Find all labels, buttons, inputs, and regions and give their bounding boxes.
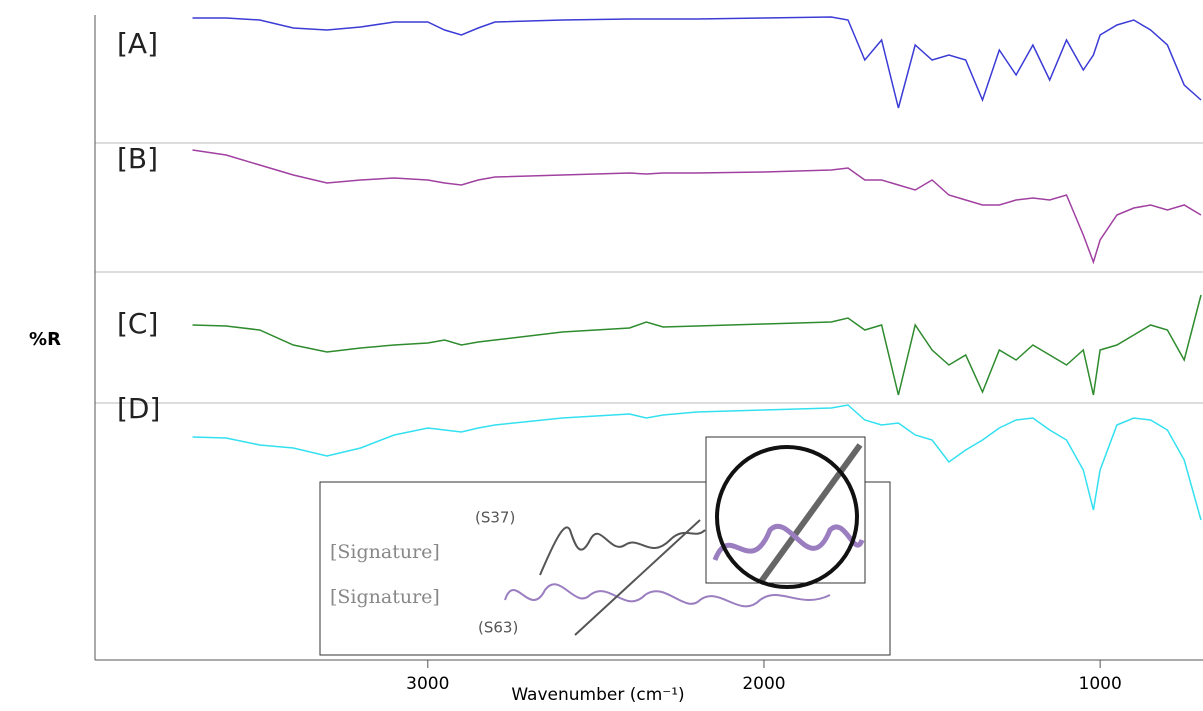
signature-scribble	[504, 583, 831, 608]
spectrum-line	[192, 404, 1202, 521]
spectrum-line	[192, 294, 1202, 396]
signature-inset: (S37) [Signature] [Signature] (S63)	[319, 436, 891, 656]
zoom-stroke	[757, 443, 863, 585]
series-label: [B]	[117, 142, 158, 175]
inset-label: (S63)	[478, 619, 518, 637]
x-tick-label: 1000	[1079, 674, 1122, 694]
inset-label: [Signature]	[330, 586, 440, 608]
y-axis-label: %R	[29, 329, 61, 350]
signature-scribble	[539, 526, 706, 576]
series-label: [A]	[117, 27, 158, 60]
series-label: [D]	[117, 392, 160, 425]
spectrum-line	[192, 149, 1202, 265]
x-axis-label: Wavenumber (cm⁻¹)	[511, 685, 684, 705]
signature-stroke	[574, 519, 701, 636]
spectrum-line	[192, 16, 1202, 109]
x-tick-label: 3000	[406, 674, 449, 694]
inset-label: (S37)	[475, 509, 515, 527]
zoom-circle	[715, 445, 859, 589]
zoom-stroke	[712, 523, 865, 561]
series-label: [C]	[117, 307, 158, 340]
inset-label: [Signature]	[330, 541, 440, 563]
x-tick-label: 2000	[742, 674, 785, 694]
